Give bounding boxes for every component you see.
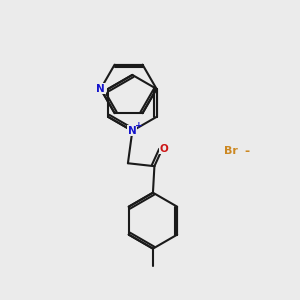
Text: Br: Br: [224, 146, 238, 157]
Text: N: N: [128, 126, 137, 136]
Text: -: -: [244, 145, 249, 158]
Text: N: N: [96, 84, 105, 94]
Text: +: +: [135, 121, 142, 130]
Text: O: O: [160, 143, 169, 154]
